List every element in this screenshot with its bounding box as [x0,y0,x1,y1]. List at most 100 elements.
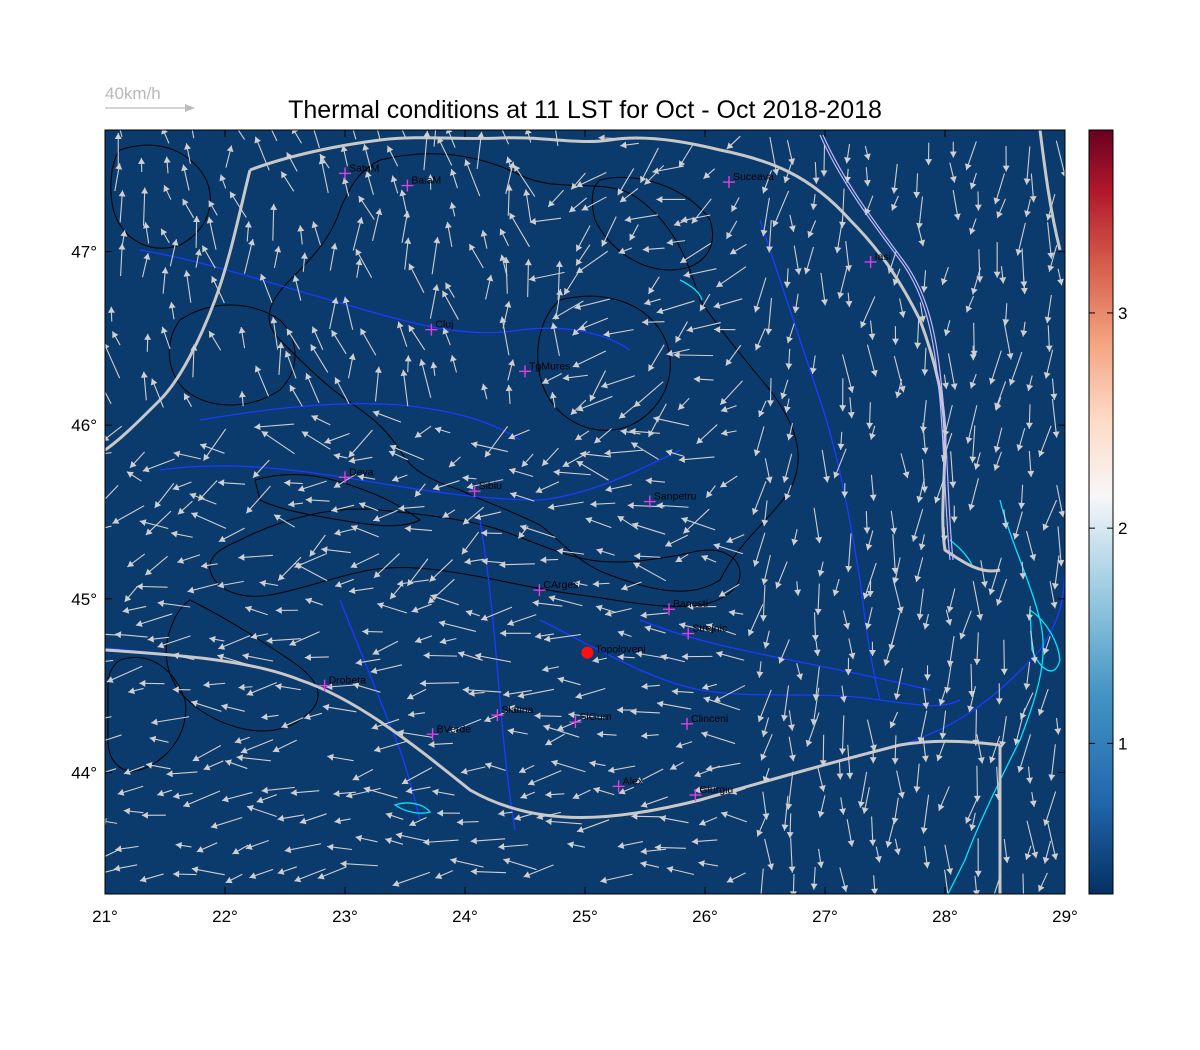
wind-arrow-shaft [105,820,118,824]
wind-arrow-head [866,590,874,597]
wind-arrow-head [514,814,522,821]
wind-arrow-head [894,391,902,399]
wind-arrow-head [210,822,218,829]
wind-arrow-head [450,355,457,362]
wind-arrow-head [916,613,924,621]
station-cluj: Cluj [425,319,453,336]
wind-arrow-shaft [627,504,665,508]
wind-arrow-head [229,191,237,199]
lon-tick-label: 25° [572,907,598,926]
wind-arrow-shaft [967,405,978,444]
wind-arrow-head [693,375,701,383]
wind-arrow-head [460,767,468,775]
wind-arrow-head [1047,264,1055,272]
wind-arrow-head [605,609,612,617]
wind-arrow-head [175,841,183,849]
lon-tick-label: 26° [692,907,718,926]
wind-arrow-head [362,144,370,151]
wind-arrow-head [429,574,437,582]
wind-arrow-head [270,203,278,210]
lat-tick-label: 44° [71,763,97,782]
wind-arrow-head [919,315,926,323]
wind-arrow-head [786,832,794,839]
wind-arrow-head [542,459,549,466]
wind-arrow-head [600,876,607,884]
wind-arrow-shaft [237,130,246,140]
wind-arrow-head [295,563,303,570]
wind-arrow-head [573,580,581,588]
wind-arrow-head [994,403,1002,411]
wind-arrow-head [1038,884,1045,892]
wind-arrow-shaft [993,874,1002,894]
wind-arrow-head [805,739,813,747]
wind-arrow-head [593,786,601,794]
wind-arrow-head [277,342,285,349]
wind-arrow-head [870,369,878,377]
wind-arrow-head [572,361,580,368]
wind-arrow-head [521,460,529,467]
wind-arrow-head [114,133,122,140]
lat-tick-label: 46° [71,416,97,435]
wind-arrow-head [352,682,360,690]
wind-arrow-shaft [975,709,977,746]
wind-arrow-shaft [656,300,695,314]
wind-arrow-head [461,547,469,555]
wind-arrow-head [675,741,683,749]
wind-arrow-head [913,786,921,793]
wind-arrow-head [326,683,333,691]
wind-arrow-head [428,740,435,748]
wind-arrow-head [224,109,230,116]
wind-arrow-shaft [217,654,254,667]
wind-arrow-head [430,361,438,369]
wind-arrow-head [219,174,227,182]
wind-arrow-head [464,159,471,167]
wind-arrow-head [575,692,583,700]
wind-arrow-head [351,524,358,532]
wind-arrow-head [871,888,879,894]
border-west [105,169,252,452]
wind-arrow-head [218,479,225,487]
wind-arrow-head [557,676,565,684]
wind-arrow-head [545,738,553,746]
wind-arrow-shaft [105,343,121,379]
wind-arrow-head [548,200,555,207]
wind-arrow-head [640,175,647,183]
contour-northwest-hills [110,144,211,249]
wind-arrow-head [837,291,845,299]
wind-arrow-head [1051,582,1059,590]
wind-arrow-head [941,454,948,462]
wind-arrow-head [161,228,168,236]
wind-arrow-shaft [972,581,982,621]
wind-arrow-head [191,700,198,707]
wind-arrow-head [142,222,150,229]
wind-arrow-head [1042,856,1050,864]
wind-arrow-shaft [470,442,508,453]
wind-arrow-head [139,875,147,883]
wind-arrow-head [517,691,525,699]
wind-arrow-shaft [105,390,112,404]
station-sibiu: Sibiu [468,480,502,498]
wind-arrow-head [823,476,830,483]
wind-arrow-head [439,637,447,645]
wind-arrow-head [194,249,202,256]
wind-arrow-head [683,271,691,278]
wind-arrow-head [869,432,876,440]
wind-arrow-head [839,405,847,412]
wind-arrow-shaft [576,250,608,274]
wind-arrow-head [1045,213,1053,221]
wind-arrow-head [753,449,761,457]
wind-arrow-head [666,238,674,246]
wind-arrow-head [505,184,513,191]
wind-arrow-head [284,350,292,358]
wind-arrow-head [234,737,242,744]
wind-arrow-head [226,145,234,153]
wind-arrow-head [920,827,928,834]
wind-arrow-head [259,273,267,281]
wind-arrow-head [507,727,515,735]
wind-arrow-head [675,335,682,343]
wind-arrow-head [297,225,305,232]
wind-arrow-head [318,157,326,165]
wind-arrow-head [340,145,348,152]
wind-arrow-head [202,245,209,253]
wind-arrow-head [556,288,564,296]
